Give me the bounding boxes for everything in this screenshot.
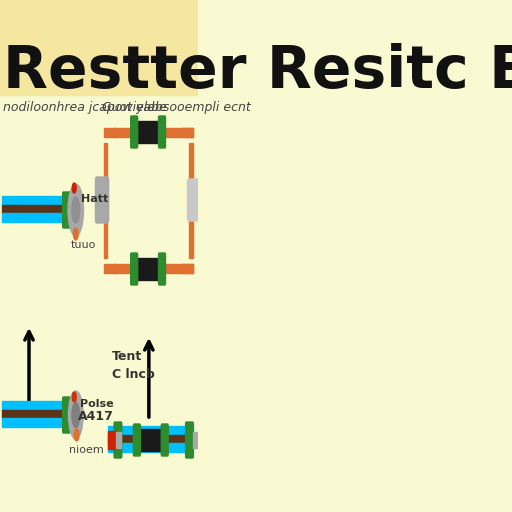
- Bar: [181, 264, 193, 273]
- Bar: [189, 143, 193, 258]
- Bar: [113, 128, 193, 137]
- Bar: [108, 443, 194, 452]
- Text: nodiloonhrea jcapowiyabe: nodiloonhrea jcapowiyabe: [3, 101, 167, 115]
- Bar: [2, 213, 67, 222]
- FancyBboxPatch shape: [161, 424, 168, 456]
- Text: Guot elebsooempli ecnt: Guot elebsooempli ecnt: [102, 101, 251, 115]
- FancyBboxPatch shape: [159, 253, 165, 285]
- Bar: [136, 121, 161, 143]
- Bar: [2, 196, 67, 205]
- Bar: [0, 0, 198, 95]
- Circle shape: [72, 392, 76, 402]
- Bar: [194, 432, 198, 448]
- Bar: [181, 128, 193, 137]
- Bar: [69, 207, 71, 213]
- Text: nioem: nioem: [69, 445, 103, 455]
- FancyBboxPatch shape: [159, 116, 165, 148]
- Text: Restter Resitc Escteg: Restter Resitc Escteg: [3, 44, 512, 100]
- Bar: [136, 258, 161, 280]
- Ellipse shape: [72, 197, 80, 223]
- FancyBboxPatch shape: [96, 177, 109, 223]
- Bar: [2, 205, 67, 213]
- Text: Hatt: Hatt: [81, 194, 109, 204]
- Bar: [2, 410, 67, 418]
- FancyBboxPatch shape: [114, 422, 122, 458]
- Ellipse shape: [68, 184, 83, 236]
- Text: tuuo: tuuo: [71, 240, 97, 250]
- FancyBboxPatch shape: [186, 422, 194, 458]
- Bar: [116, 432, 121, 448]
- Circle shape: [73, 228, 78, 240]
- FancyBboxPatch shape: [134, 424, 140, 456]
- Bar: [2, 401, 67, 410]
- Bar: [113, 264, 193, 273]
- FancyBboxPatch shape: [187, 179, 200, 221]
- Text: Tent: Tent: [112, 350, 142, 363]
- Ellipse shape: [69, 391, 83, 439]
- FancyBboxPatch shape: [131, 116, 138, 148]
- Circle shape: [74, 429, 79, 441]
- Bar: [2, 418, 67, 427]
- FancyBboxPatch shape: [62, 192, 70, 228]
- Text: A417: A417: [78, 410, 114, 423]
- Text: Polse: Polse: [80, 399, 114, 409]
- Ellipse shape: [72, 402, 80, 428]
- Bar: [138, 429, 163, 451]
- FancyBboxPatch shape: [62, 397, 70, 433]
- Text: C lncb: C lncb: [112, 368, 155, 381]
- Bar: [108, 435, 194, 443]
- FancyBboxPatch shape: [131, 253, 138, 285]
- Bar: [103, 128, 115, 137]
- Circle shape: [72, 183, 76, 193]
- Bar: [108, 431, 116, 449]
- Bar: [103, 264, 115, 273]
- Bar: [103, 143, 107, 258]
- Bar: [108, 426, 194, 435]
